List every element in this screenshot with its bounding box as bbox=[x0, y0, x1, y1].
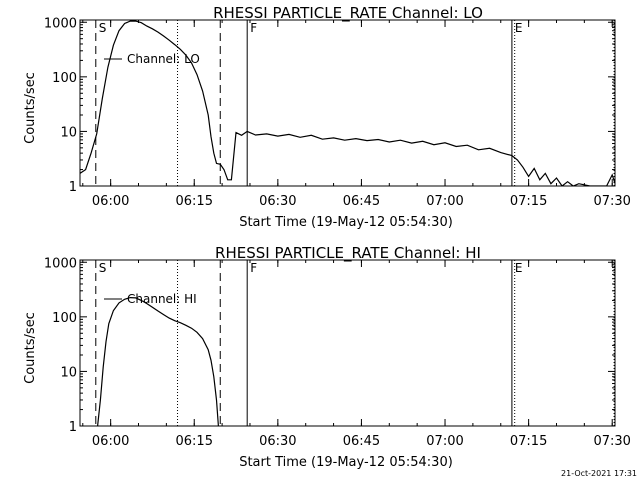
time-marker-label: S bbox=[99, 261, 107, 275]
lo-chart-title: RHESSI PARTICLE_RATE Channel: LO bbox=[213, 4, 483, 23]
x-tick-label: 07:15 bbox=[510, 194, 547, 209]
time-marker-label: F bbox=[250, 261, 257, 275]
hi-channel-panel: RHESSI PARTICLE_RATE Channel: HI Start T… bbox=[23, 244, 631, 470]
x-tick-label: 06:00 bbox=[92, 194, 129, 209]
data-series-line bbox=[97, 296, 219, 426]
y-tick-label: 1000 bbox=[44, 256, 77, 271]
plot-frame bbox=[79, 19, 616, 187]
x-tick-label: 07:00 bbox=[426, 194, 463, 209]
x-tick-label: 07:30 bbox=[593, 194, 630, 209]
x-tick-label: 06:30 bbox=[259, 194, 296, 209]
legend-label: Channel: LO bbox=[127, 52, 200, 66]
y-tick-label: 100 bbox=[52, 311, 77, 326]
hi-x-axis-label: Start Time (19-May-12 05:54:30) bbox=[239, 455, 453, 470]
x-tick-label: 07:00 bbox=[426, 434, 463, 449]
x-tick-label: 07:15 bbox=[510, 434, 547, 449]
x-tick-label: 06:45 bbox=[343, 434, 380, 449]
plot-frame bbox=[79, 259, 616, 427]
legend-label: Channel: HI bbox=[127, 292, 197, 306]
y-tick-label: 1000 bbox=[44, 16, 77, 31]
y-tick-label: 100 bbox=[52, 71, 77, 86]
y-tick-label: 1 bbox=[69, 420, 77, 435]
x-tick-label: 06:15 bbox=[176, 434, 213, 449]
time-marker-label: E bbox=[515, 21, 523, 35]
y-tick-label: 10 bbox=[60, 125, 77, 140]
lo-channel-panel: RHESSI PARTICLE_RATE Channel: LO Start T… bbox=[23, 4, 631, 230]
x-tick-label: 06:45 bbox=[343, 194, 380, 209]
y-tick-label: 10 bbox=[60, 365, 77, 380]
x-tick-label: 07:30 bbox=[593, 434, 630, 449]
hi-y-axis-label: Counts/sec bbox=[23, 312, 38, 384]
time-marker-label: E bbox=[515, 261, 523, 275]
time-marker-label: S bbox=[99, 21, 107, 35]
time-marker-label: F bbox=[250, 21, 257, 35]
lo-x-axis-label: Start Time (19-May-12 05:54:30) bbox=[239, 215, 453, 230]
x-tick-label: 06:15 bbox=[176, 194, 213, 209]
y-tick-label: 1 bbox=[69, 180, 77, 195]
hi-chart-title: RHESSI PARTICLE_RATE Channel: HI bbox=[215, 244, 481, 263]
x-tick-label: 06:30 bbox=[259, 434, 296, 449]
data-series-line bbox=[80, 20, 615, 186]
lo-y-axis-label: Counts/sec bbox=[23, 72, 38, 144]
footer-date: 21-Oct-2021 17:31 bbox=[561, 469, 637, 478]
x-tick-label: 06:00 bbox=[92, 434, 129, 449]
